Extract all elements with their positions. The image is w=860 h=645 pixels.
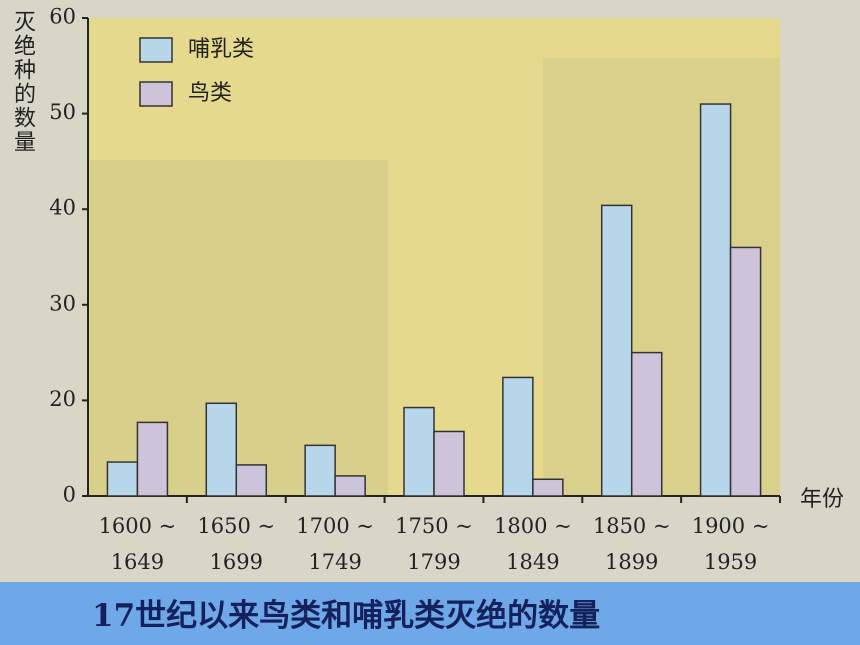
x-tick-label: 1600 ~ 1649	[98, 514, 177, 574]
legend-swatch	[139, 37, 173, 63]
x-tick-label: 1650 ~ 1699	[197, 514, 276, 574]
x-tick-label: 1800 ~ 1849	[493, 514, 572, 574]
bar	[235, 464, 268, 497]
bar	[136, 421, 169, 497]
bar	[630, 351, 663, 497]
legend-label: 鸟类	[188, 81, 232, 106]
y-tick-label: 40	[49, 196, 76, 220]
x-tick-label: 1750 ~ 1799	[395, 514, 473, 574]
bar	[334, 475, 366, 497]
bar	[403, 406, 435, 497]
y-tick-label: 50	[49, 100, 76, 124]
chart-title: 17世纪以来鸟类和哺乳类灭绝的数量	[92, 598, 601, 634]
x-tick-label: 1700 ~ 1749	[296, 514, 374, 574]
x-tick-label: 1900 ~ 1959	[691, 514, 770, 574]
bar	[729, 246, 762, 497]
y-tick-label: 60	[49, 5, 76, 29]
x-axis-label: 年份	[800, 487, 844, 512]
bar	[600, 204, 633, 497]
bar	[205, 402, 238, 497]
y-axis-label: 灭绝种的数量	[10, 10, 35, 154]
x-tick-label: 1850 ~ 1899	[592, 514, 671, 574]
y-tick-label: 20	[49, 387, 76, 411]
y-tick-label: 0	[63, 483, 76, 507]
banner	[0, 582, 860, 645]
y-tick-label: 30	[49, 291, 76, 315]
bar	[699, 103, 732, 497]
shade	[88, 160, 388, 496]
bar	[304, 444, 336, 497]
bar	[433, 430, 465, 497]
bar	[106, 461, 139, 497]
bar	[502, 376, 534, 497]
legend-swatch	[139, 81, 173, 107]
bar	[532, 478, 564, 497]
legend-label: 哺乳类	[188, 37, 254, 62]
